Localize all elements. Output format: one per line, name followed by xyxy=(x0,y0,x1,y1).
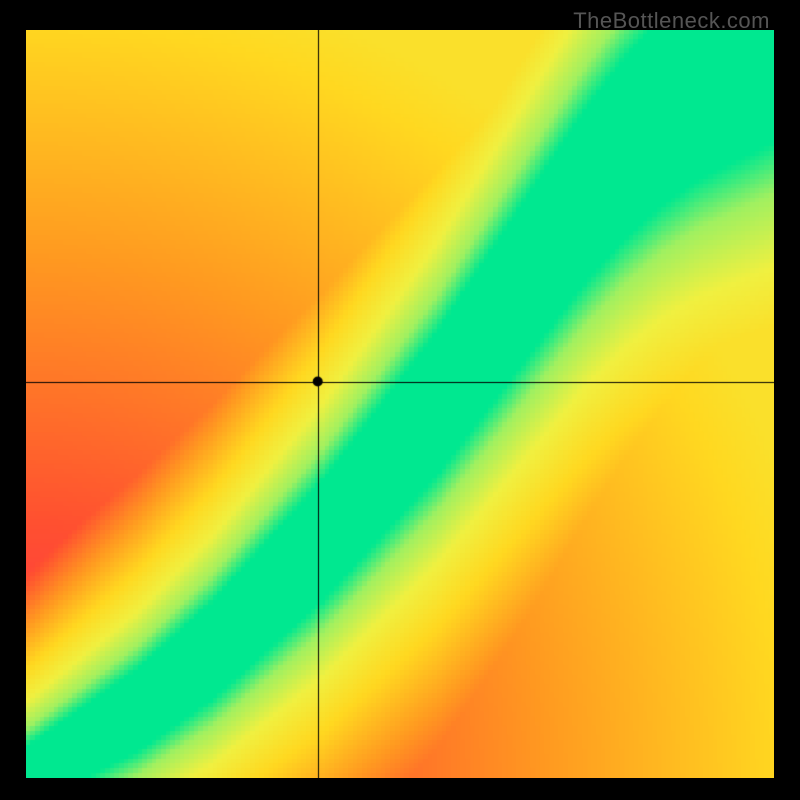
bottleneck-heatmap xyxy=(26,30,774,778)
